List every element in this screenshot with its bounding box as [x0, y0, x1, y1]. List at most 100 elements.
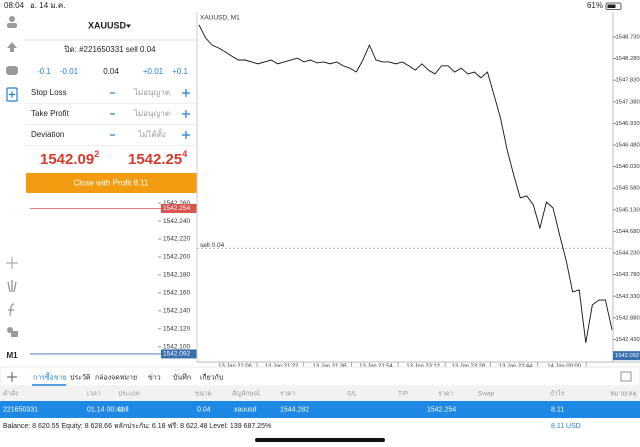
- bid-main: 1542.09: [40, 151, 94, 168]
- status-time: 08:04: [4, 1, 25, 10]
- plus-button[interactable]: [182, 89, 190, 97]
- column-header: คำสั่ง: [3, 389, 18, 398]
- current-price-label: 1542.092: [615, 353, 639, 359]
- chart-title: XAUUSD, M1: [200, 15, 240, 22]
- order-fields: Stop Loss ไม่อนุญาต Take Profit ไม่อนุญาต De…: [25, 88, 197, 146]
- positions-table: คำสั่ง เวลา ประเภท ขนาด สัญลักษณ์ ราคา S/L T/P ร…: [3, 389, 637, 414]
- cell: 0.04: [197, 406, 211, 413]
- x-tick-label: 13 Jan 21:54: [359, 364, 393, 370]
- ask-main: 1542.25: [128, 151, 182, 168]
- close-button-label[interactable]: Close with Profit 8.11: [74, 179, 150, 188]
- plus-button[interactable]: [182, 131, 190, 139]
- column-header: ราคา: [438, 391, 453, 398]
- icon-trade-plus: [9, 91, 15, 98]
- symbol-selector[interactable]: XAUUSD: [88, 20, 127, 30]
- battery-icon: [605, 2, 622, 10]
- y-tick-label: 1542.880: [616, 315, 640, 321]
- volume[interactable]: 0.04: [103, 67, 119, 76]
- y-tick-label: 1542.260: [163, 200, 190, 207]
- plus-button[interactable]: [182, 110, 190, 118]
- icon-trade[interactable]: [6, 87, 18, 102]
- y-tick-label: 1546.030: [616, 164, 640, 170]
- x-tick-label: 13 Jan 21:22: [265, 364, 299, 370]
- depth-chart: 1542.260 1542.240 1542.220 1542.200 1542.180…: [30, 200, 197, 359]
- column-header: หมายเหตุ: [610, 391, 637, 398]
- column-header: T/P: [398, 391, 408, 398]
- bid-label: 1542.092: [163, 351, 190, 358]
- column-header: ประเภท: [118, 391, 140, 398]
- price-chart: 1548.730 1548.280 1547.830 1547.380 1546.930…: [197, 12, 640, 370]
- tab-bar: [0, 366, 640, 387]
- balance-line: Balance: 8 620.55 Equity: 8 628.66 หลักป…: [3, 422, 271, 430]
- home-indicator: [255, 438, 385, 442]
- icon-chat[interactable]: [6, 66, 18, 75]
- layout-button[interactable]: [620, 371, 632, 382]
- ask-label-box: [161, 203, 197, 213]
- battery-fill: [607, 4, 616, 8]
- volume-step[interactable]: +0.1: [172, 67, 188, 76]
- field-value: ไม่ได้ตั้ง: [137, 128, 166, 139]
- ask-label: 1542.254: [163, 205, 190, 212]
- cell: 1544.282: [280, 406, 309, 413]
- y-tick-label: 1542.180: [163, 272, 190, 279]
- column-header: สัญลักษณ์: [232, 390, 260, 398]
- y-tick-label: 1542.100: [163, 343, 190, 350]
- y-tick-label: 1544.230: [616, 251, 640, 257]
- y-tick-label: 1545.130: [616, 207, 640, 213]
- order-info: ปิด: #221650331 sell 0.04: [64, 45, 156, 54]
- field-label: Stop Loss: [31, 88, 67, 97]
- timeframe-button[interactable]: M1: [6, 351, 18, 360]
- battery-level: 61%: [587, 1, 603, 10]
- y-tick-label: 1548.730: [616, 34, 640, 40]
- x-tick-label: 14 Jan 00:00: [547, 364, 581, 370]
- ask-pip: 4: [182, 149, 187, 159]
- tab[interactable]: การซื้อขาย: [33, 370, 67, 381]
- total-profit: 8.11 USD: [551, 423, 581, 430]
- y-tick-label: 1542.220: [163, 236, 190, 243]
- tabs: การซื้อขาย ประวัติ กล่องจดหมาย ข่าว บันทึก เก…: [32, 370, 223, 386]
- y-tick-label: 1544.680: [616, 229, 640, 235]
- y-tick-label: 1542.160: [163, 290, 190, 297]
- close-button[interactable]: [26, 173, 197, 193]
- tab[interactable]: เกี่ยวกับ: [200, 372, 223, 381]
- tab[interactable]: กล่องจดหมาย: [95, 374, 137, 381]
- add-button[interactable]: [7, 372, 17, 382]
- icon-quotes[interactable]: [9, 16, 15, 22]
- cell: 01.14 00:41: [87, 406, 124, 413]
- column-header: กำไร: [550, 390, 565, 398]
- icon-function[interactable]: [8, 303, 15, 317]
- bid-price: 1542.092: [40, 149, 99, 168]
- volume-step[interactable]: -0.1: [37, 67, 51, 76]
- icon-indicators[interactable]: [7, 280, 17, 293]
- y-tick-label: 1546.930: [616, 121, 640, 127]
- y-tick-label: 1542.140: [163, 308, 190, 315]
- x-tick-label: 13 Jan 23:44: [499, 364, 533, 370]
- column-header: S/L: [347, 391, 357, 398]
- table-header: [0, 387, 640, 401]
- icon-crosshair[interactable]: [6, 257, 18, 269]
- field-label: Deviation: [31, 130, 64, 139]
- tab[interactable]: บันทึก: [173, 372, 191, 381]
- column-header: ขนาด: [195, 391, 212, 398]
- tab[interactable]: ประวัติ: [70, 373, 91, 381]
- field-value: ไม่อนุญาต: [133, 88, 170, 97]
- cell: sell: [118, 406, 129, 413]
- volume-step[interactable]: -0.01: [60, 67, 79, 76]
- cell: xauusd: [234, 406, 257, 413]
- order-line-label: sell 0.04: [200, 242, 225, 249]
- x-tick-label: 13 Jan 23:12: [406, 364, 440, 370]
- icon-chart[interactable]: [7, 42, 17, 52]
- tab[interactable]: ข่าว: [148, 374, 161, 381]
- y-tick-label: 1547.380: [616, 99, 640, 105]
- y-tick-label: 1545.580: [616, 186, 640, 192]
- status-date: อ. 14 ม.ค.: [30, 1, 65, 10]
- column-header: ราคา: [280, 391, 295, 398]
- bid-label-box: [161, 349, 197, 359]
- volume-step[interactable]: +0.01: [143, 67, 164, 76]
- column-header: Swap: [478, 391, 495, 398]
- cell: 8.11: [551, 406, 564, 413]
- selected-row[interactable]: [0, 401, 640, 418]
- y-tick-label: 1547.830: [616, 78, 640, 84]
- y-tick-label: 1546.480: [616, 143, 640, 149]
